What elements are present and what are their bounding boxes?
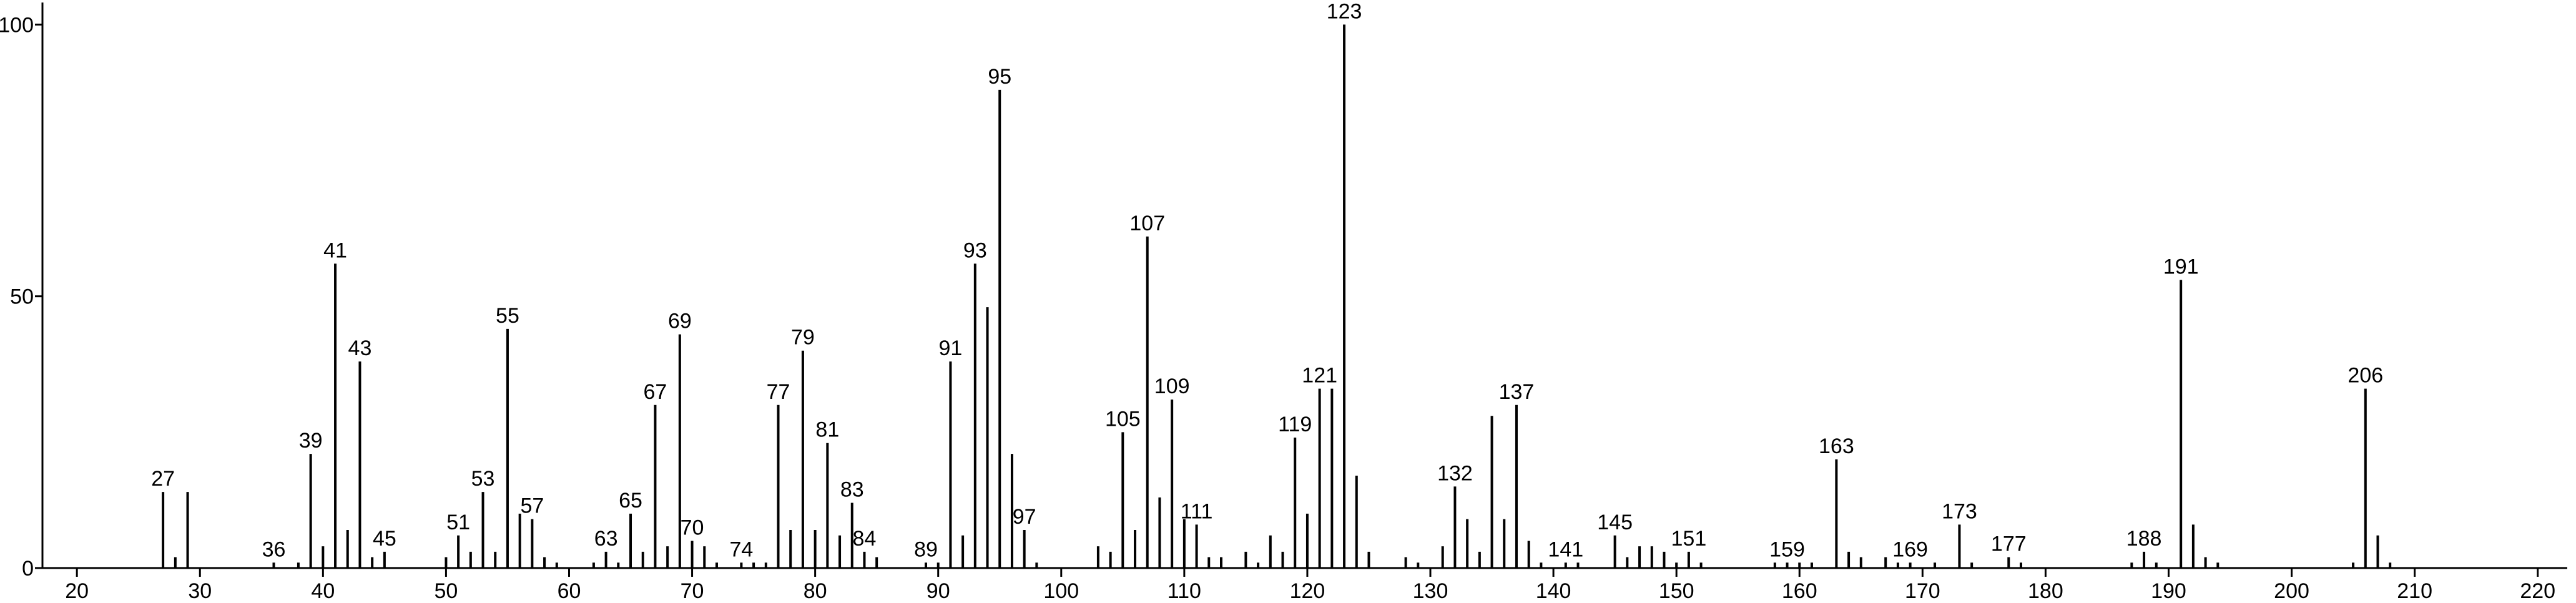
peak-label: 105 bbox=[1105, 407, 1141, 431]
peak-label: 36 bbox=[262, 537, 286, 561]
peak-label: 67 bbox=[644, 380, 667, 404]
peak-label: 188 bbox=[2126, 527, 2162, 551]
peak-label: 177 bbox=[1991, 532, 2027, 556]
x-tick-label: 170 bbox=[1905, 579, 1940, 603]
peak-label: 163 bbox=[1819, 434, 1854, 458]
x-tick-label: 50 bbox=[434, 579, 458, 603]
peak-label: 91 bbox=[939, 336, 963, 360]
peak-label: 84 bbox=[853, 527, 877, 551]
peak-label: 43 bbox=[348, 336, 372, 360]
x-tick-label: 90 bbox=[927, 579, 950, 603]
peak-label: 121 bbox=[1302, 364, 1337, 388]
x-tick-label: 70 bbox=[681, 579, 704, 603]
peak-label: 53 bbox=[471, 467, 495, 491]
peak-label: 89 bbox=[914, 537, 938, 561]
peak-label: 159 bbox=[1769, 537, 1805, 561]
peak-label: 63 bbox=[594, 527, 618, 551]
peak-label: 123 bbox=[1327, 0, 1362, 23]
x-tick-label: 190 bbox=[2151, 579, 2186, 603]
peak-label: 206 bbox=[2347, 364, 2383, 388]
peak-label: 57 bbox=[520, 494, 544, 518]
peak-label: 137 bbox=[1499, 380, 1535, 404]
peak-label: 39 bbox=[299, 429, 323, 453]
x-tick-label: 220 bbox=[2520, 579, 2555, 603]
peak-label: 107 bbox=[1129, 212, 1165, 235]
peak-label: 70 bbox=[681, 516, 704, 539]
peak-label: 109 bbox=[1154, 375, 1190, 398]
y-tick-label: 100 bbox=[0, 13, 34, 37]
peak-label: 77 bbox=[767, 380, 790, 404]
peak-label: 141 bbox=[1548, 537, 1583, 561]
peak-label: 74 bbox=[729, 537, 753, 561]
x-tick-label: 140 bbox=[1536, 579, 1571, 603]
peak-label: 79 bbox=[791, 326, 815, 350]
x-tick-label: 120 bbox=[1290, 579, 1325, 603]
x-tick-label: 150 bbox=[1659, 579, 1694, 603]
peak-label: 45 bbox=[373, 527, 396, 551]
peak-label: 145 bbox=[1597, 511, 1633, 534]
peak-label: 95 bbox=[988, 65, 1011, 89]
x-tick-label: 180 bbox=[2028, 579, 2063, 603]
x-tick-label: 100 bbox=[1043, 579, 1079, 603]
peak-label: 151 bbox=[1671, 527, 1707, 551]
x-tick-label: 60 bbox=[558, 579, 581, 603]
x-tick-label: 80 bbox=[804, 579, 827, 603]
peak-label: 55 bbox=[496, 304, 519, 328]
x-tick-label: 40 bbox=[311, 579, 335, 603]
x-tick-label: 110 bbox=[1168, 579, 1201, 603]
peak-label: 191 bbox=[2163, 255, 2199, 279]
x-tick-label: 20 bbox=[65, 579, 89, 603]
peak-label: 69 bbox=[668, 310, 692, 333]
peak-label: 41 bbox=[323, 238, 347, 262]
peak-label: 111 bbox=[1181, 499, 1213, 523]
peak-label: 93 bbox=[963, 238, 987, 262]
x-tick-label: 210 bbox=[2397, 579, 2432, 603]
peak-label: 83 bbox=[840, 478, 864, 502]
x-tick-label: 160 bbox=[1782, 579, 1817, 603]
peak-label: 169 bbox=[1892, 537, 1928, 561]
peak-label: 27 bbox=[151, 467, 175, 491]
peak-label: 97 bbox=[1013, 505, 1036, 529]
peak-label: 173 bbox=[1942, 499, 1977, 523]
peak-label: 132 bbox=[1437, 461, 1473, 485]
x-tick-label: 130 bbox=[1413, 579, 1448, 603]
peak-label: 51 bbox=[446, 511, 470, 534]
peak-label: 119 bbox=[1278, 413, 1312, 436]
y-tick-label: 0 bbox=[22, 557, 34, 581]
peak-label: 65 bbox=[619, 489, 642, 512]
peak-label: 81 bbox=[815, 418, 839, 442]
x-tick-label: 200 bbox=[2274, 579, 2309, 603]
y-tick-label: 50 bbox=[10, 285, 34, 309]
x-tick-label: 30 bbox=[188, 579, 212, 603]
